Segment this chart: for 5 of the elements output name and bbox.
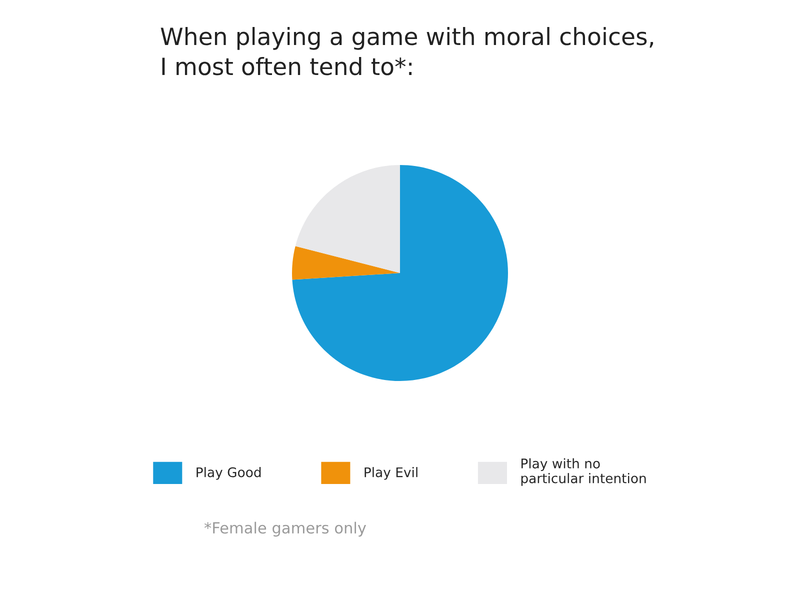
legend-label: Play Evil <box>364 467 418 480</box>
legend-label: Play Good <box>196 467 261 480</box>
chart-title: When playing a game with moral choices, I most often tend to*: <box>160 27 654 76</box>
text: *Female gamers only <box>204 522 366 537</box>
legend-label: Play with no particular intention <box>521 458 646 486</box>
